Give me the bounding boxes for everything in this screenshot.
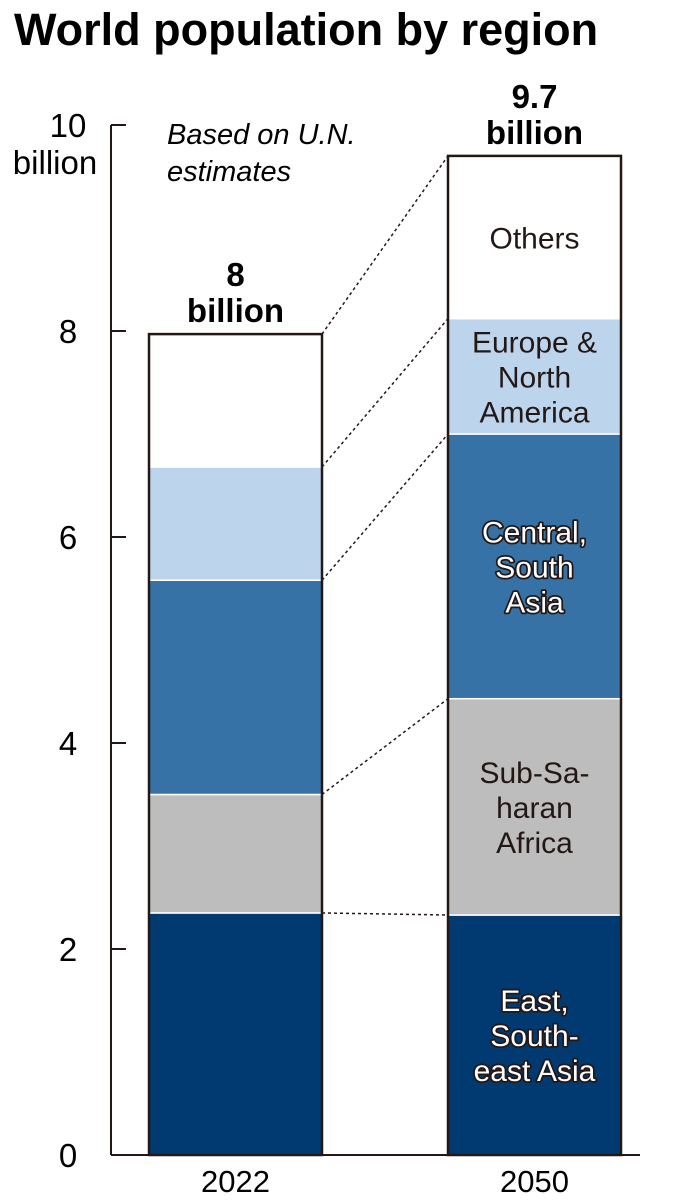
bar-segment (447, 433, 622, 700)
x-tick-label: 2050 (500, 1164, 569, 1199)
connector-line (321, 433, 449, 581)
connector-line (321, 318, 449, 468)
note-line: estimates (167, 156, 291, 188)
segment-label: East, (500, 985, 568, 1018)
segment-label: east Asia (474, 1055, 596, 1088)
segment-label: Asia (505, 586, 564, 619)
segment-label: South (495, 551, 573, 584)
bar-segment (148, 912, 323, 1156)
bar-segment (148, 579, 323, 796)
y-tick-label: 6 (59, 519, 77, 556)
connector-line (321, 698, 449, 796)
chart-note: Based on U.N. estimates (167, 119, 356, 188)
bar-segment (447, 155, 622, 320)
segment-label: South- (490, 1020, 578, 1053)
bars (147, 154, 623, 1157)
x-tick-label: 2022 (201, 1164, 270, 1199)
x-axis-labels: 2022 2050 (201, 1164, 569, 1199)
segment-label: North (498, 361, 571, 394)
segment-label: Sub-Sa- (479, 757, 589, 790)
chart-title: World population by region (14, 4, 598, 55)
y-tick-label: 10 (50, 107, 87, 144)
y-unit-label: billion (13, 144, 97, 181)
bar-total-label: 8 (226, 256, 244, 293)
segment-label: Central, (482, 516, 587, 549)
bar-segment (148, 793, 323, 914)
bar-outline (446, 154, 623, 1157)
segment-label: America (479, 396, 589, 429)
segment-label: Europe & (472, 326, 597, 359)
bar-segment (447, 914, 622, 1156)
bar-segment (148, 466, 323, 582)
connector-line (321, 912, 449, 916)
bar-total-label: 9.7 (512, 78, 558, 115)
segment-label: Africa (496, 827, 573, 860)
connector-lines (321, 155, 449, 916)
y-tick-label: 8 (59, 313, 77, 350)
y-tick-label: 0 (59, 1137, 77, 1174)
note-line: Based on U.N. (167, 119, 356, 151)
bar-segment (148, 333, 323, 468)
connector-line (321, 155, 449, 335)
y-tick-label: 4 (59, 725, 77, 762)
y-tick-label: 2 (59, 931, 77, 968)
bar-segment (447, 697, 622, 916)
bar-total-label: billion (486, 114, 583, 151)
bar-outline (147, 332, 324, 1157)
segment-label: haran (496, 792, 573, 825)
bar-total-label: billion (187, 292, 284, 329)
segment-label: Others (489, 222, 579, 255)
bar-segment (447, 317, 622, 435)
